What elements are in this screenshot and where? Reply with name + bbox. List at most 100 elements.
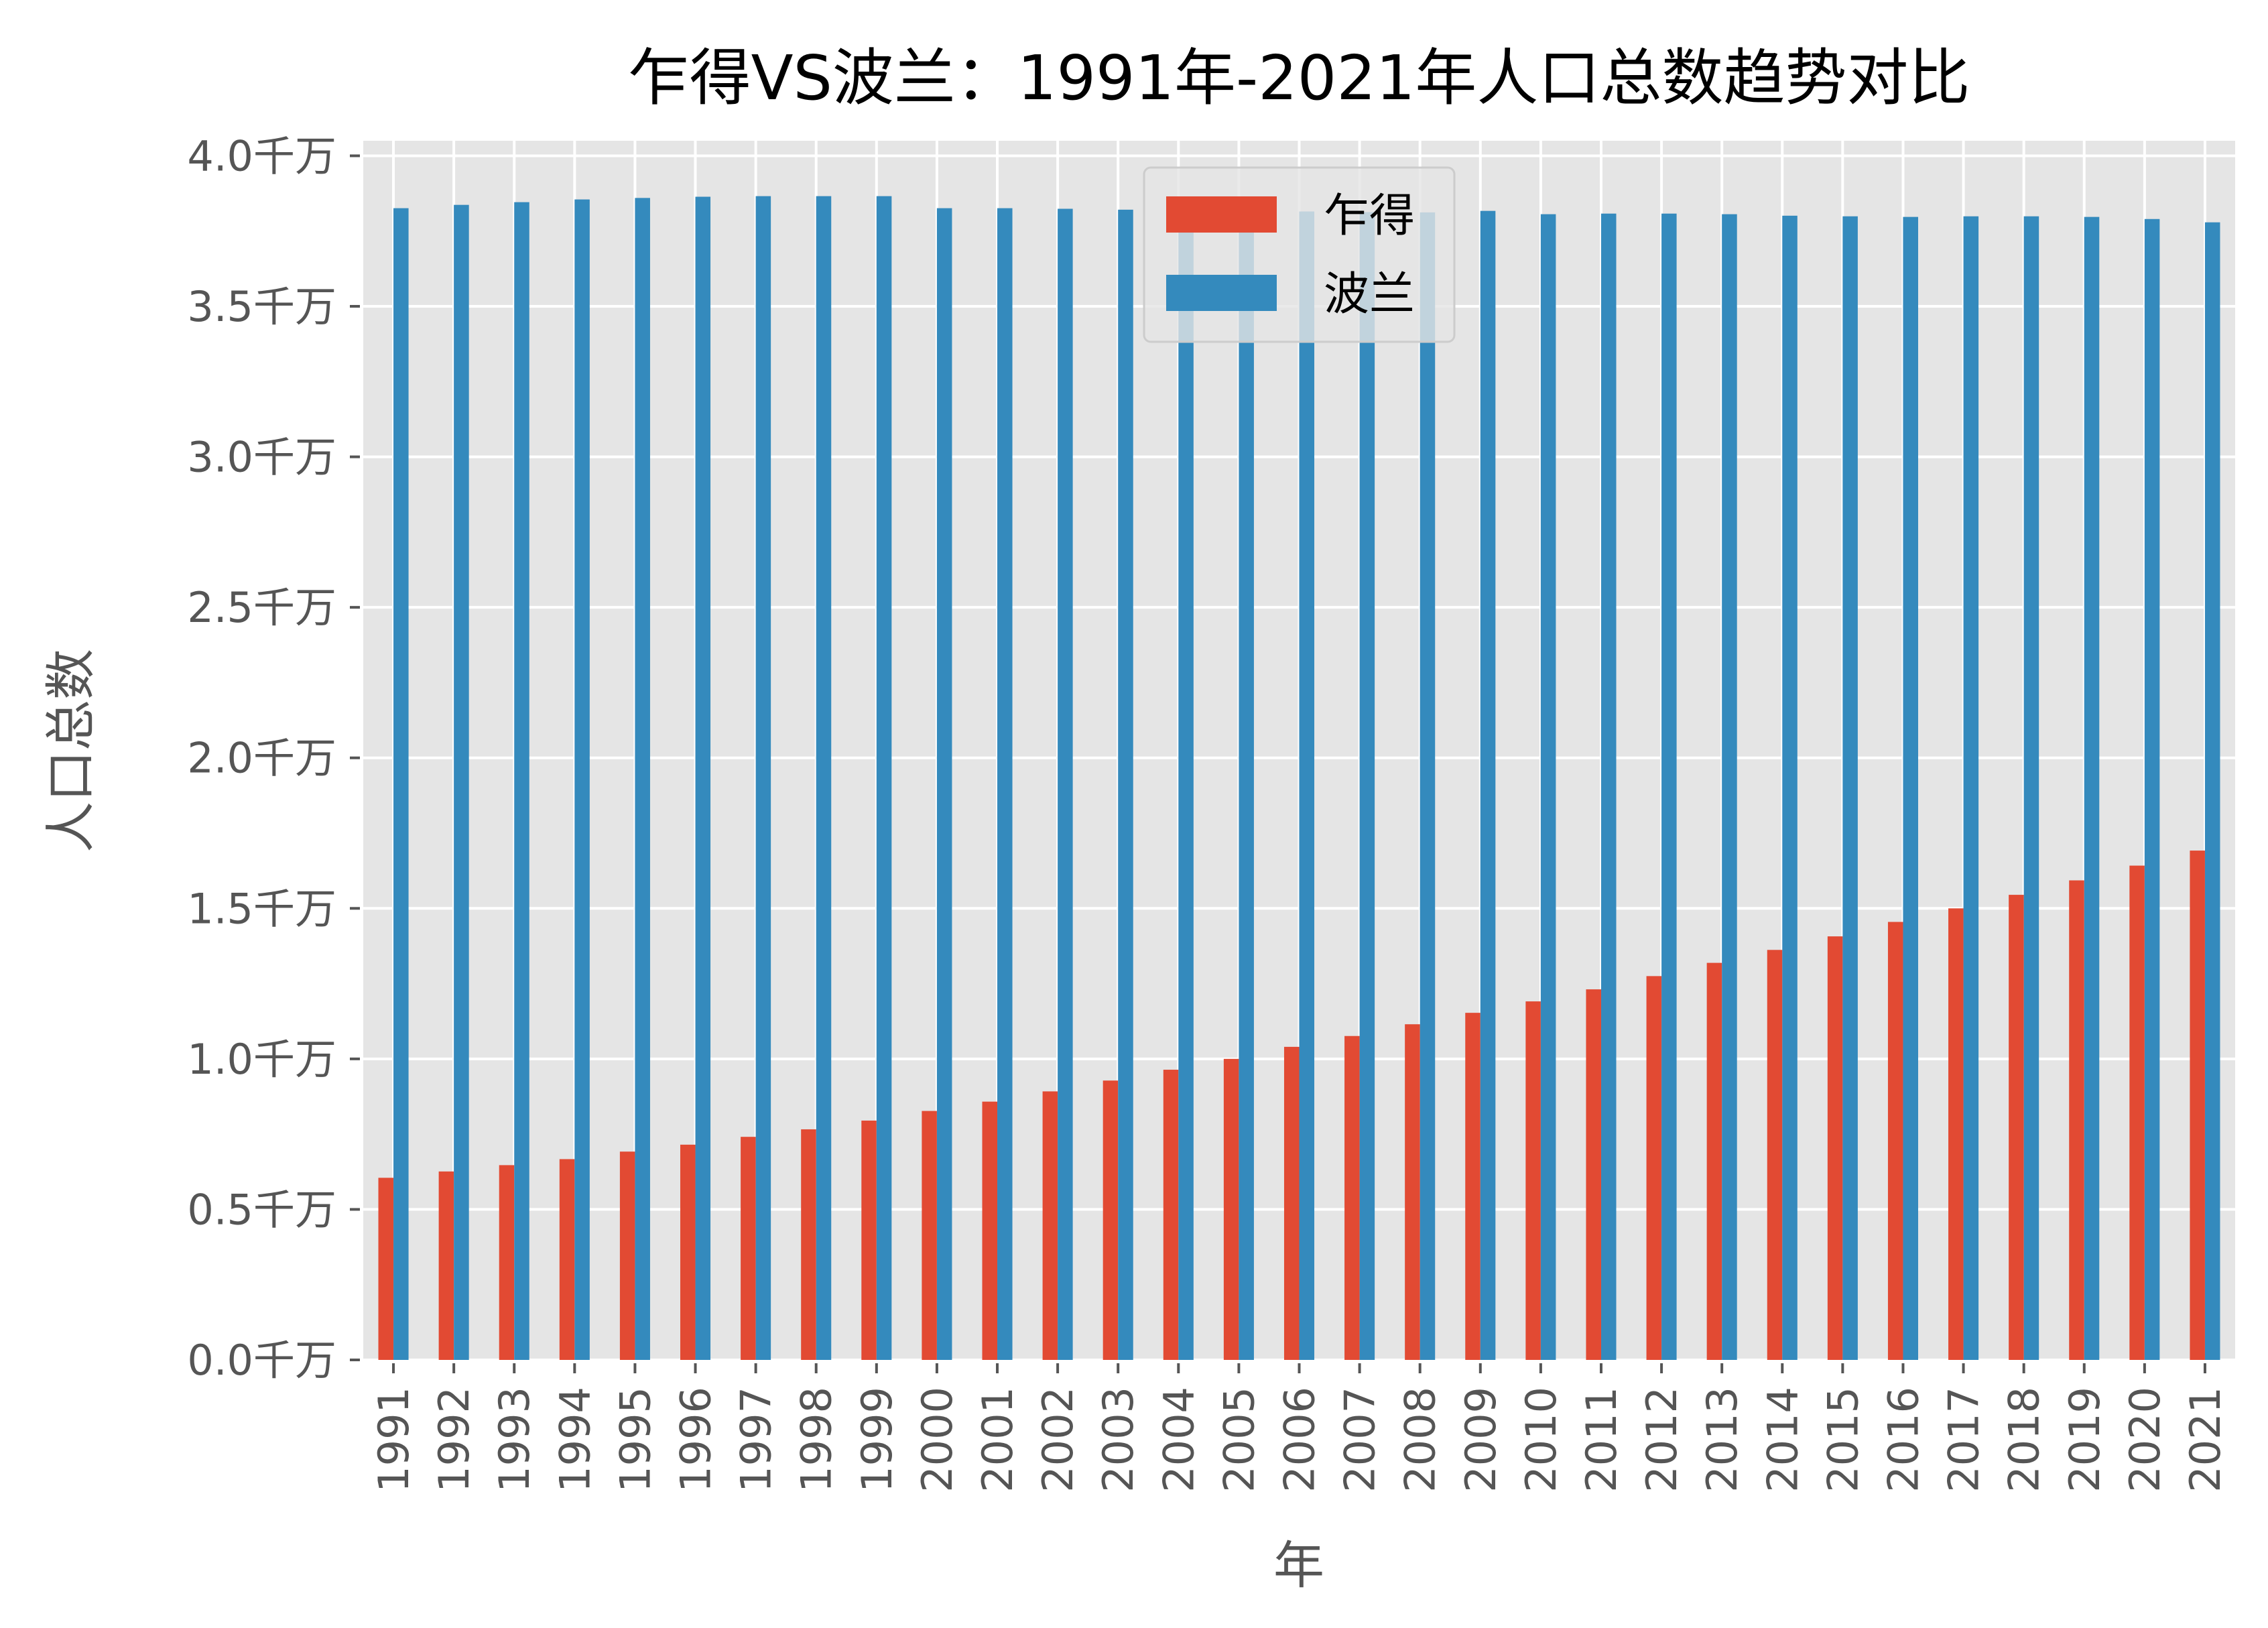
x-axis: 1991 1992 1993 1994 1995 1996 1997 1998 1999 2000… <box>369 1363 2230 1493</box>
x-tick-label: 2017 <box>1940 1387 1989 1493</box>
x-tick-label: 2006 <box>1275 1387 1324 1493</box>
bar-chad-1993 <box>499 1165 515 1360</box>
bar-chad-2012 <box>1646 976 1662 1360</box>
bar-chad-2015 <box>1827 936 1843 1360</box>
bar-chad-2007 <box>1344 1036 1360 1360</box>
bar-poland-1997 <box>755 196 771 1360</box>
bar-poland-2006 <box>1299 211 1315 1361</box>
bar-chad-2018 <box>2009 895 2024 1360</box>
x-tick-label: 2016 <box>1879 1387 1928 1493</box>
legend: 乍得 波兰 <box>1143 166 1456 343</box>
bar-chad-1999 <box>861 1120 877 1360</box>
x-tick-label: 1999 <box>853 1387 901 1493</box>
x-tick-label: 1995 <box>611 1387 659 1493</box>
bar-chad-1998 <box>801 1129 816 1360</box>
x-tick-label: 1994 <box>550 1387 599 1493</box>
legend-swatch-chad <box>1166 196 1277 233</box>
x-tick-label: 1997 <box>732 1387 781 1493</box>
x-tick-label: 2018 <box>2000 1387 2049 1493</box>
bar-poland-2000 <box>936 208 952 1360</box>
bar-poland-2013 <box>1722 214 1737 1361</box>
bar-poland-2018 <box>2023 216 2039 1360</box>
x-tick-label: 1996 <box>672 1387 720 1493</box>
bar-poland-2019 <box>2084 216 2100 1360</box>
x-tick-label: 1992 <box>430 1387 479 1493</box>
y-tick-label: 1.5千万 <box>187 884 336 933</box>
bar-chad-2019 <box>2069 880 2084 1360</box>
y-tick-label: 1.0千万 <box>187 1035 336 1084</box>
bar-chad-2011 <box>1586 989 1601 1360</box>
y-tick-label: 0.5千万 <box>187 1185 336 1234</box>
x-tick-label: 2020 <box>2121 1387 2169 1493</box>
x-tick-label: 2005 <box>1214 1387 1263 1493</box>
bar-poland-2016 <box>1903 216 1918 1360</box>
x-tick-label: 1991 <box>369 1387 418 1493</box>
legend-swatch-poland <box>1166 275 1277 311</box>
bar-chad-2009 <box>1465 1013 1480 1360</box>
x-tick-label: 1998 <box>792 1387 841 1493</box>
bar-chad-2008 <box>1405 1024 1420 1360</box>
bar-chad-1994 <box>559 1159 575 1360</box>
y-tick-label: 2.0千万 <box>187 734 336 783</box>
bar-poland-2011 <box>1600 213 1617 1360</box>
bar-chad-1997 <box>741 1137 756 1360</box>
bar-chad-2001 <box>982 1101 998 1360</box>
y-tick-label: 3.0千万 <box>187 433 336 482</box>
y-tick-label: 0.0千万 <box>187 1336 336 1385</box>
bar-poland-2020 <box>2144 218 2160 1361</box>
bar-chad-2014 <box>1767 950 1783 1360</box>
bar-chad-1995 <box>619 1151 635 1360</box>
bar-poland-2001 <box>997 208 1013 1360</box>
bar-poland-2014 <box>1782 215 1798 1360</box>
x-tick-label: 2014 <box>1758 1387 1807 1493</box>
y-tick-label: 3.5千万 <box>187 282 336 331</box>
x-tick-label: 2003 <box>1094 1387 1143 1493</box>
chart-title: 乍得VS波兰：1991年-2021年人口总数趋势对比 <box>628 42 1970 114</box>
bar-chad-1991 <box>378 1178 394 1360</box>
x-tick-label: 2021 <box>2181 1387 2230 1493</box>
bar-chad-2006 <box>1283 1046 1300 1360</box>
bar-poland-2015 <box>1842 216 1858 1360</box>
bar-poland-1998 <box>816 196 832 1360</box>
bar-poland-2012 <box>1661 213 1677 1360</box>
bar-poland-2003 <box>1118 209 1133 1361</box>
bar-poland-1995 <box>635 198 650 1360</box>
bar-chad-1996 <box>680 1144 696 1360</box>
x-tick-label: 2007 <box>1336 1387 1385 1493</box>
bar-poland-1993 <box>514 202 529 1360</box>
bar-poland-1996 <box>695 196 711 1360</box>
bar-poland-2017 <box>1963 216 1979 1360</box>
x-tick-label: 2002 <box>1033 1387 1082 1493</box>
bar-poland-2021 <box>2204 222 2220 1360</box>
bar-poland-2007 <box>1359 212 1375 1360</box>
y-axis: 0.0千万 0.5千万 1.0千万 1.5千万 2.0千万 2.5千万 3.0千万 3.5千万… <box>187 131 360 1385</box>
bar-poland-2004 <box>1178 210 1194 1361</box>
x-tick-label: 2012 <box>1637 1387 1686 1493</box>
bar-chad-2005 <box>1223 1058 1239 1360</box>
bar-poland-1991 <box>393 208 409 1360</box>
y-tick-label: 4.0千万 <box>187 131 336 180</box>
bar-chad-1992 <box>438 1171 454 1360</box>
bar-poland-2010 <box>1540 214 1556 1361</box>
x-axis-label: 年 <box>1273 1536 1324 1595</box>
x-tick-label: 2019 <box>2060 1387 2109 1493</box>
legend-label-poland: 波兰 <box>1324 268 1415 321</box>
bar-poland-1999 <box>876 196 892 1360</box>
x-tick-label: 2001 <box>973 1387 1022 1493</box>
x-tick-label: 1993 <box>490 1387 539 1493</box>
bar-poland-2008 <box>1420 212 1436 1361</box>
bars <box>378 196 2220 1361</box>
bar-chad-2002 <box>1042 1091 1058 1360</box>
bar-chad-2010 <box>1525 1001 1541 1360</box>
bar-poland-2002 <box>1058 208 1073 1361</box>
x-tick-label: 2009 <box>1456 1387 1505 1493</box>
bar-chad-2003 <box>1102 1080 1119 1360</box>
x-tick-label: 2000 <box>913 1387 962 1493</box>
y-axis-label: 人口总数 <box>41 649 101 853</box>
bar-poland-1992 <box>454 204 469 1361</box>
bar-chad-2013 <box>1706 962 1722 1360</box>
bar-chad-2016 <box>1887 922 1903 1360</box>
x-tick-label: 2010 <box>1517 1387 1566 1493</box>
x-tick-label: 2015 <box>1818 1387 1867 1493</box>
